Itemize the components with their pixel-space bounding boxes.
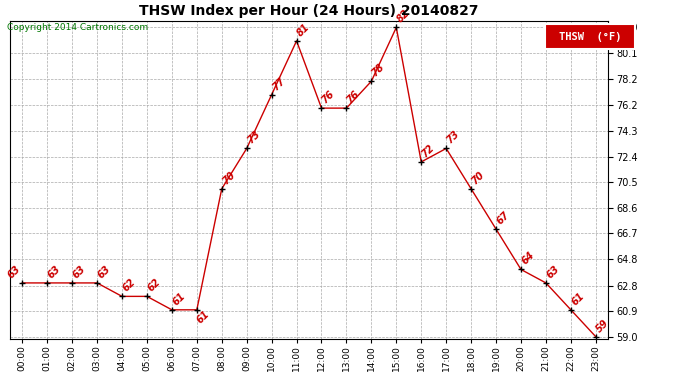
Text: 61: 61: [569, 291, 586, 307]
Text: 72: 72: [420, 142, 436, 159]
Text: 63: 63: [46, 264, 62, 280]
Text: 76: 76: [320, 89, 337, 105]
Text: 82: 82: [395, 8, 411, 25]
Text: 62: 62: [146, 277, 162, 294]
Text: 63: 63: [544, 264, 561, 280]
Text: 77: 77: [270, 75, 287, 92]
Text: 63: 63: [6, 264, 22, 280]
Text: 67: 67: [495, 210, 511, 226]
Text: 78: 78: [370, 62, 386, 78]
Text: 63: 63: [96, 264, 112, 280]
Text: 76: 76: [345, 89, 362, 105]
Text: 70: 70: [220, 170, 237, 186]
Text: THSW  (°F): THSW (°F): [559, 32, 621, 42]
Text: 59: 59: [594, 317, 611, 334]
Title: THSW Index per Hour (24 Hours) 20140827: THSW Index per Hour (24 Hours) 20140827: [139, 4, 479, 18]
Text: 70: 70: [470, 170, 486, 186]
Text: 73: 73: [245, 129, 262, 146]
Text: 61: 61: [195, 309, 212, 325]
Text: 81: 81: [295, 21, 312, 38]
Text: 64: 64: [520, 250, 536, 267]
Text: Copyright 2014 Cartronics.com: Copyright 2014 Cartronics.com: [7, 22, 148, 32]
Text: 73: 73: [444, 129, 462, 146]
Text: 62: 62: [121, 277, 137, 294]
Text: 61: 61: [170, 291, 187, 307]
Text: 63: 63: [70, 264, 87, 280]
